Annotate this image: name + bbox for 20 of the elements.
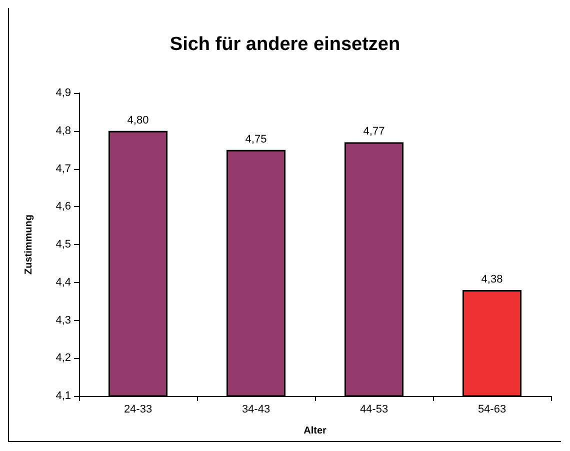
data-label: 4,38 bbox=[481, 273, 503, 286]
chart-title: Sich für andere einsetzen bbox=[170, 34, 400, 55]
y-tick-label: 4,6 bbox=[56, 200, 71, 213]
x-tick-label: 24-33 bbox=[124, 404, 152, 416]
data-label: 4,77 bbox=[363, 126, 385, 138]
x-tick-label: 54-63 bbox=[478, 404, 506, 416]
y-tick-label: 4,1 bbox=[56, 390, 71, 402]
y-axis-title: Zustimmung bbox=[24, 214, 34, 274]
y-tick-label: 4,8 bbox=[56, 124, 71, 137]
y-tick-label: 4,7 bbox=[56, 162, 71, 175]
y-tick-label: 4,5 bbox=[56, 238, 71, 250]
x-axis-title: Alter bbox=[304, 426, 326, 436]
data-label: 4,80 bbox=[127, 114, 149, 126]
x-tick-label: 44-53 bbox=[360, 404, 388, 416]
y-tick-label: 4,9 bbox=[56, 87, 71, 99]
y-tick-label: 4,2 bbox=[56, 352, 71, 364]
y-tick-label: 4,3 bbox=[56, 314, 71, 326]
x-tick-label: 34-43 bbox=[242, 404, 270, 416]
data-label: 4,75 bbox=[245, 133, 267, 146]
y-tick-label: 4,4 bbox=[56, 276, 71, 288]
